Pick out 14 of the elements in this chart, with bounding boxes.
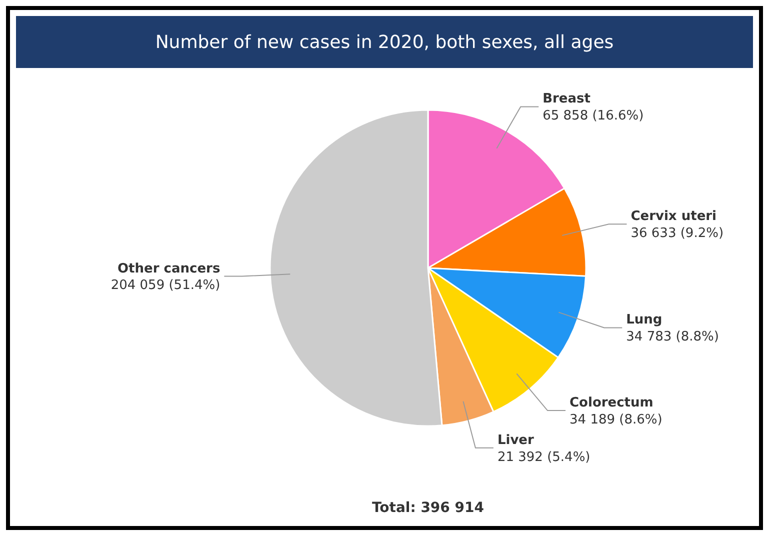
slice-label: Breast [542,92,590,107]
chart-title: Number of new cases in 2020, both sexes, all ages [155,32,614,53]
slice-label: Other cancers [117,261,220,276]
slice-label: Liver [497,432,534,448]
data-label: 34 783 (8.8%) [626,330,719,345]
data-label: 34 189 (8.6%) [570,412,662,428]
slice-label: Cervix uteri [630,209,717,224]
slice-label: Lung [626,312,662,328]
data-label: 21 392 (5.4%) [497,450,590,465]
data-label: 36 633 (9.2%) [630,226,724,242]
slice-label: Colorectum [570,396,654,411]
data-label: 204 059 (51.4%) [110,278,220,294]
data-label: 65 858 (16.6%) [542,108,644,124]
text: Total: 396 914 [372,500,484,516]
